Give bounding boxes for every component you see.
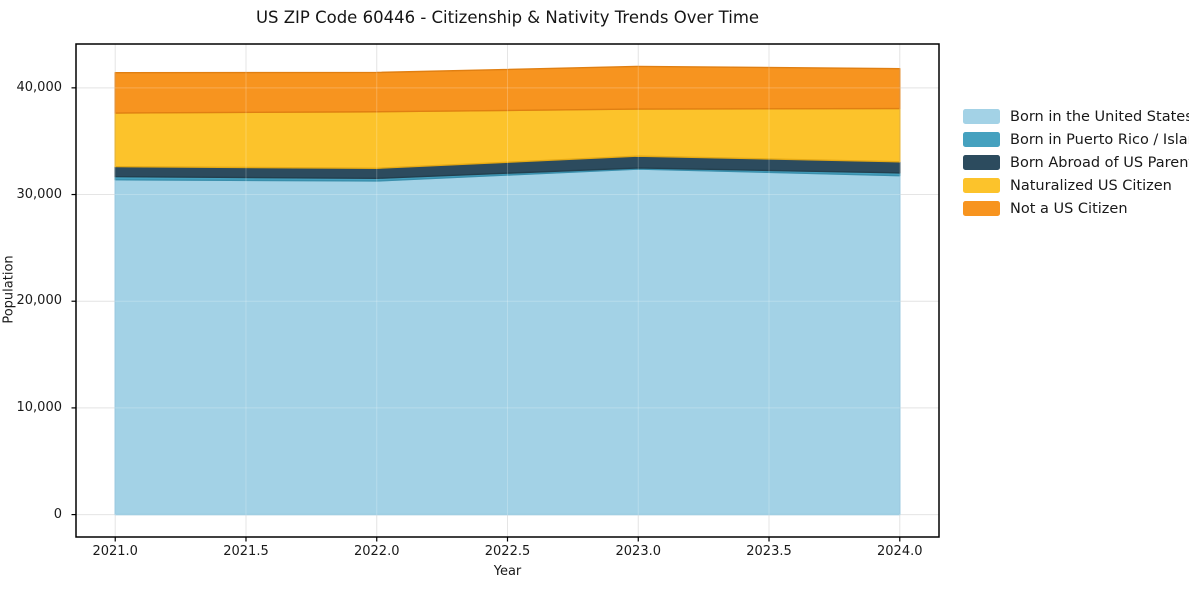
x-tick-label: 2021.5 [223,544,269,559]
x-tick-label: 2023.5 [746,544,792,559]
legend-item: Born in the United States [963,105,1189,128]
legend-label: Born in Puerto Rico / Islands [1010,131,1189,148]
x-tick-label: 2022.0 [353,544,400,559]
legend-swatch [963,201,1000,216]
legend-label: Naturalized US Citizen [1010,177,1172,194]
legend-swatch [963,109,1000,124]
area-series-4 [114,65,901,114]
legend: Born in the United States Born in Puerto … [963,105,1189,220]
legend-item: Not a US Citizen [963,197,1189,220]
legend-item: Born Abroad of US Parent(s) [963,151,1189,174]
x-tick-label: 2023.0 [615,544,662,559]
x-axis-label: Year [493,564,522,579]
y-tick-label: 0 [53,506,62,522]
plot-area [71,43,940,542]
y-tick-label: 10,000 [16,399,63,415]
legend-label: Born in the United States [1010,108,1189,125]
y-tick-label: 30,000 [16,186,63,202]
legend-swatch [963,178,1000,193]
legend-swatch [963,155,1000,170]
y-axis-label: Population [1,255,17,324]
x-tick-label: 2024.0 [877,544,923,559]
legend-label: Not a US Citizen [1010,200,1128,217]
legend-label: Born Abroad of US Parent(s) [1010,154,1189,171]
x-tick-label: 2021.0 [92,544,138,559]
legend-item: Born in Puerto Rico / Islands [963,128,1189,151]
y-tick-label: 20,000 [16,293,63,309]
legend-item: Naturalized US Citizen [963,174,1189,197]
chart-title: US ZIP Code 60446 - Citizenship & Nativi… [255,8,760,27]
x-tick-label: 2022.5 [484,544,531,559]
y-tick-label: 40,000 [16,79,63,95]
legend-swatch [963,132,1000,147]
